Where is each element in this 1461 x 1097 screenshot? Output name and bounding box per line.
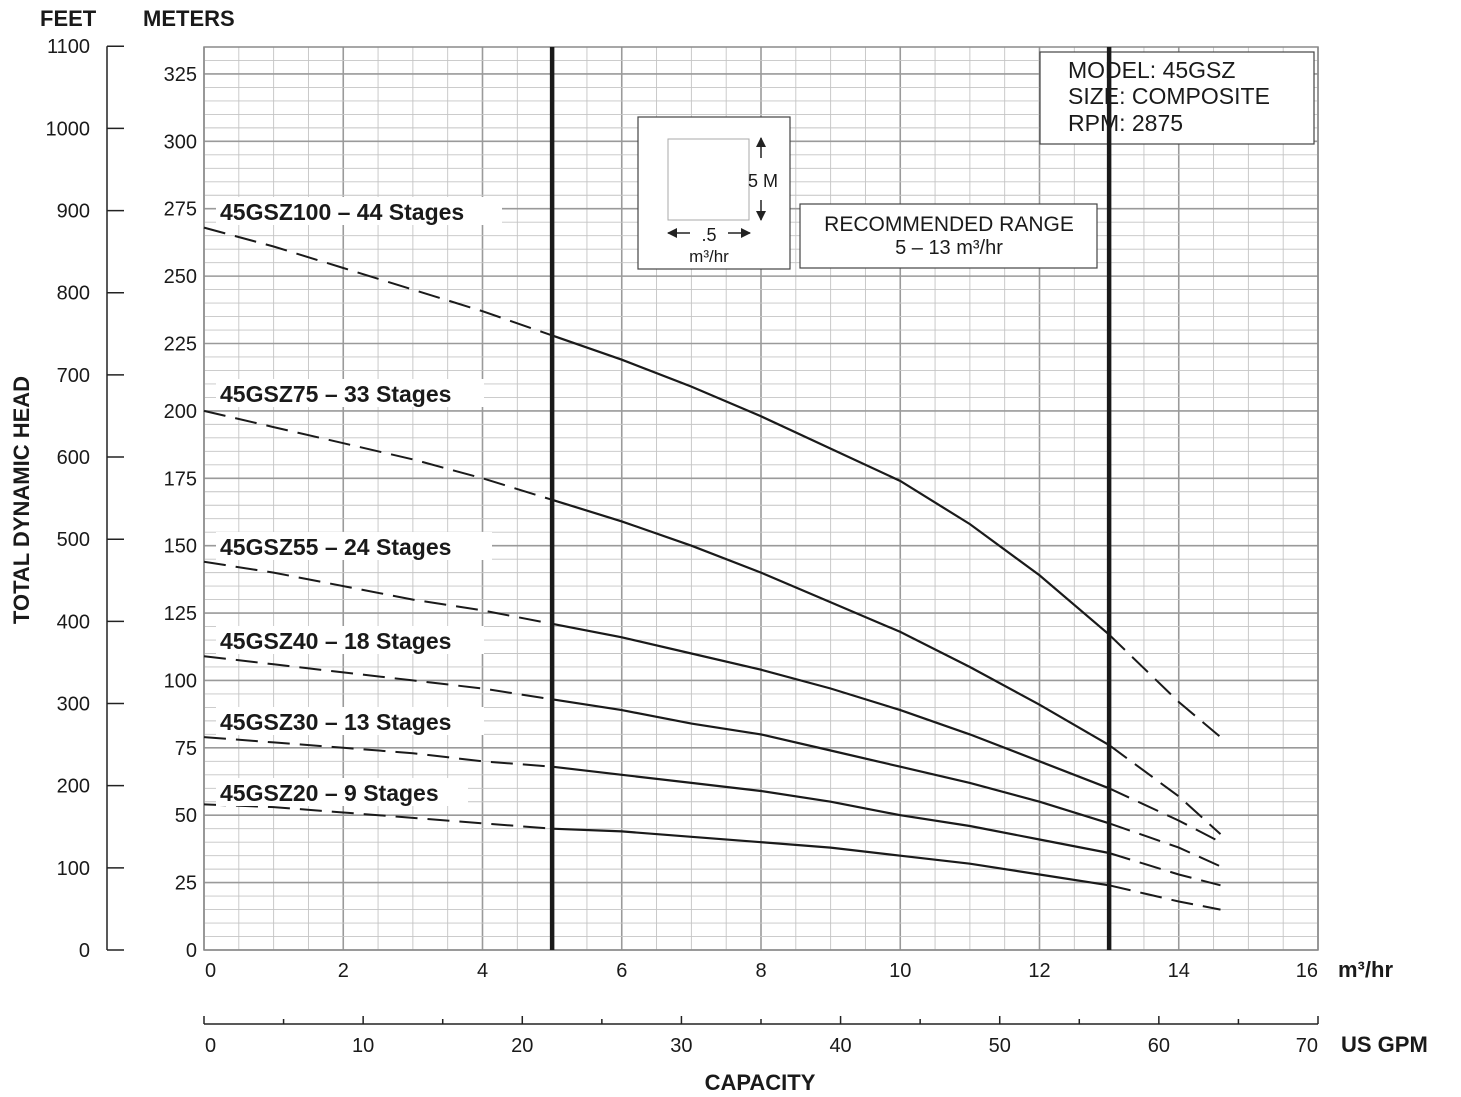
- y-tick-label-meters: 300: [164, 131, 197, 153]
- y-tick-label-feet: 800: [57, 283, 90, 305]
- pump-curves: [203, 226, 1222, 911]
- x-tick-label: 12: [1028, 960, 1050, 982]
- y-tick-label-feet: 400: [57, 611, 90, 633]
- y-tick-label-meters: 275: [164, 199, 197, 221]
- curve-dashed-right: [1108, 852, 1221, 887]
- x2-unit-label: US GPM: [1341, 1032, 1428, 1057]
- x-tick-label: 16: [1296, 960, 1318, 982]
- curve-solid: [551, 765, 1110, 855]
- series-label-45gsz30: 45GSZ30 – 13 Stages: [220, 709, 451, 735]
- plot-border: [203, 46, 1319, 951]
- x2-tick-label: 10: [352, 1035, 374, 1057]
- curve-dashed-right: [1108, 744, 1222, 835]
- y-tick-label-meters: 125: [164, 603, 197, 625]
- curve-solid: [551, 334, 1110, 636]
- curve-dashed-left: [203, 409, 553, 501]
- curve-solid: [551, 498, 1110, 747]
- rpm-info-line: RPM: 2875: [1068, 110, 1183, 136]
- curve-dashed-right: [1108, 884, 1221, 911]
- curve-dashed-left: [203, 226, 553, 337]
- feet-unit-label: FEET: [40, 6, 97, 31]
- y-tick-label-feet: 900: [57, 201, 90, 223]
- grid-scale-box: 5 M .5 m³/hr: [637, 116, 791, 270]
- plot-frame: [203, 46, 1319, 951]
- size-info-line: SIZE: COMPOSITE: [1068, 83, 1270, 109]
- series-labels: 45GSZ100 – 44 Stages 45GSZ75 – 33 Stages…: [216, 197, 502, 806]
- scale-horizontal-label: .5: [701, 225, 716, 245]
- x2-tick-label: 40: [829, 1035, 851, 1057]
- x2-tick-label: 0: [205, 1035, 216, 1057]
- y-tick-label-feet: 200: [57, 776, 90, 798]
- axes: 0255075100125150175200225250275300325010…: [46, 36, 1319, 1057]
- curve-dashed-right: [1108, 787, 1221, 844]
- series-label-45gsz20: 45GSZ20 – 9 Stages: [220, 780, 439, 806]
- y-tick-label-meters: 25: [175, 873, 197, 895]
- series-label-45gsz40: 45GSZ40 – 18 Stages: [220, 628, 451, 654]
- y-tick-label-meters: 75: [175, 738, 197, 760]
- y-tick-label-meters: 50: [175, 805, 197, 827]
- recommended-range-value: 5 – 13 m³/hr: [895, 237, 1003, 259]
- recommended-range-box: RECOMMENDED RANGE 5 – 13 m³/hr: [799, 203, 1098, 269]
- x-axis-title: CAPACITY: [705, 1070, 816, 1095]
- curve-dashed-left: [203, 736, 553, 768]
- scale-unit-label: m³/hr: [689, 247, 729, 266]
- y-tick-label-feet: 1100: [47, 36, 90, 58]
- recommended-range-title: RECOMMENDED RANGE: [824, 213, 1074, 236]
- y-tick-label-meters: 200: [164, 401, 197, 423]
- model-info-line: MODEL: 45GSZ: [1068, 57, 1235, 83]
- x2-tick-label: 70: [1296, 1035, 1318, 1057]
- scale-vertical-label: 5 M: [748, 171, 778, 191]
- model-info-box: MODEL: 45GSZ SIZE: COMPOSITE RPM: 2875: [1039, 51, 1315, 145]
- y-tick-label-feet: 600: [57, 447, 90, 469]
- x2-tick-label: 20: [511, 1035, 533, 1057]
- x2-tick-label: 30: [670, 1035, 692, 1057]
- y-tick-label-meters: 150: [164, 536, 197, 558]
- x2-tick-label: 50: [989, 1035, 1011, 1057]
- curve-dashed-left: [203, 655, 553, 701]
- y-tick-label-feet: 1000: [46, 118, 91, 140]
- curve-solid: [552, 827, 1110, 887]
- y-tick-label-meters: 100: [164, 670, 197, 692]
- y-tick-label-feet: 300: [57, 694, 90, 716]
- y-tick-label-feet: 100: [57, 858, 90, 880]
- meters-unit-label: METERS: [143, 6, 235, 31]
- y-tick-label-feet: 500: [57, 529, 90, 551]
- series-label-45gsz55: 45GSZ55 – 24 Stages: [220, 534, 451, 560]
- x-unit-label: m³/hr: [1338, 957, 1393, 982]
- x2-tick-label: 60: [1148, 1035, 1170, 1057]
- y-tick-label-meters: 175: [164, 468, 197, 490]
- y-tick-label-meters: 0: [186, 940, 197, 962]
- x-tick-label: 0: [205, 960, 216, 982]
- series-label-45gsz100: 45GSZ100 – 44 Stages: [220, 199, 464, 225]
- y-axis-title: TOTAL DYNAMIC HEAD: [9, 376, 34, 624]
- y-tick-label-feet: 0: [79, 940, 90, 962]
- recommended-range-lines: [549, 47, 1112, 950]
- y-tick-label-meters: 225: [164, 334, 197, 356]
- series-label-45gsz75: 45GSZ75 – 33 Stages: [220, 381, 451, 407]
- curve-solid: [551, 622, 1110, 790]
- curve-dashed-left: [203, 803, 553, 830]
- curve-dashed-right: [1108, 633, 1222, 738]
- curve-dashed-right: [1108, 822, 1221, 868]
- x-tick-label: 8: [755, 960, 766, 982]
- y-tick-label-meters: 250: [164, 266, 197, 288]
- x-tick-label: 2: [338, 960, 349, 982]
- x-tick-label: 10: [889, 960, 911, 982]
- x-tick-label: 6: [616, 960, 627, 982]
- curve-dashed-left: [203, 560, 553, 625]
- y-tick-label-meters: 325: [164, 64, 197, 86]
- curve-solid: [551, 698, 1110, 825]
- x-tick-label: 14: [1168, 960, 1190, 982]
- x-tick-label: 4: [477, 960, 488, 982]
- y-tick-label-feet: 700: [57, 365, 90, 387]
